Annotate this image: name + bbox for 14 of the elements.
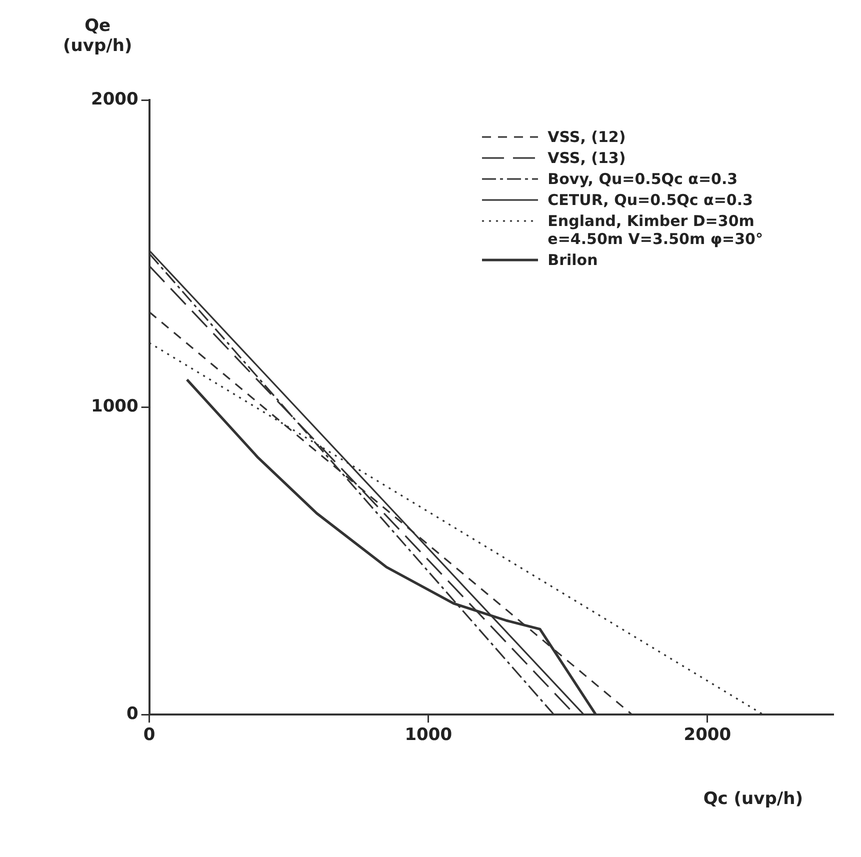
legend-label: Brilon [548,251,598,269]
legend-label: VSS, (13) [548,149,626,167]
legend-label: CETUR, Qu=0.5Qc α=0.3 [548,191,753,209]
y-tick-label: 0 [126,704,138,724]
x-tick-label: 2000 [684,725,732,746]
x-tick-label: 1000 [404,725,452,746]
x-axis-title: Qc (uvp/h) [703,789,803,809]
y-tick-label: 1000 [90,396,138,417]
legend-label: Bovy, Qu=0.5Qc α=0.3 [548,170,738,188]
y-tick-label: 2000 [90,89,138,110]
legend-label: VSS, (12) [548,128,626,146]
legend-label: England, Kimber D=30m e=4.50m V=3.50m φ=30° [548,212,763,248]
x-tick-label: 0 [143,725,156,746]
y-axis-title: Qe (uvp/h) [63,16,132,56]
